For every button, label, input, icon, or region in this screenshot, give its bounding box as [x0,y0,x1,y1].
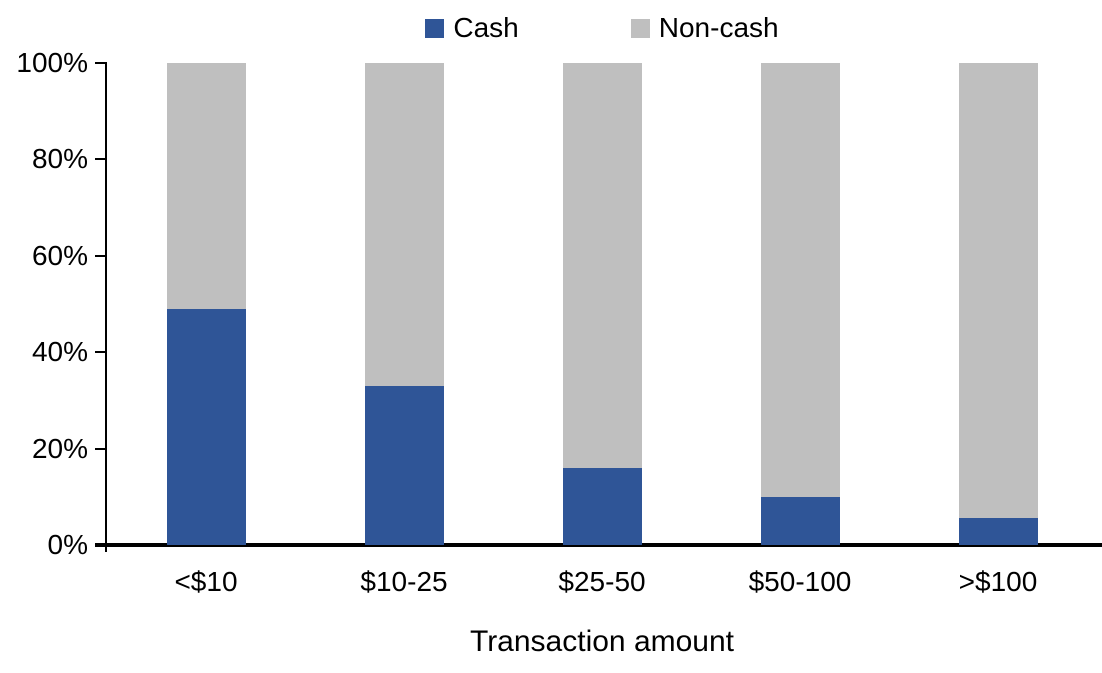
y-tick-label: 20% [31,432,88,464]
y-ticks [95,62,1097,546]
y-tick-mark [95,447,107,450]
legend-item-cash: Cash [425,11,519,45]
y-tick-mark [95,544,107,546]
x-labels-row: <$10 $10-25 $25-50 $50-100 >$100 [107,566,1097,598]
bar-slot [701,63,899,545]
y-axis-labels: 0% 20% 40% 60% 80% 100% [0,0,88,673]
y-axis-line [105,63,107,552]
bar-segment-non-cash [958,63,1038,519]
bar-slot [503,63,701,545]
legend: Cash Non-cash [107,11,1097,45]
x-tick-label: <$10 [174,566,238,597]
y-tick-mark [95,158,107,161]
y-tick-label: 60% [31,239,88,271]
y-tick-label: 100% [16,47,88,78]
bar-slot [107,63,305,545]
bar-segment-cash [166,308,246,545]
x-tick-label: >$100 [958,566,1038,597]
legend-label-cash: Cash [453,12,519,43]
bar-segment-cash [562,467,642,545]
legend-item-non-cash: Non-cash [630,11,779,45]
bar-segment-non-cash [760,63,840,497]
x-tick-label: $50-100 [748,566,852,597]
cash-swatch-icon [425,18,445,38]
x-tick-label: $10-25 [360,566,448,597]
y-tick-label: 0% [47,529,88,560]
x-axis-title: Transaction amount [469,625,735,658]
stacked-bar [364,63,444,545]
stacked-bar [166,63,246,545]
y-tick-label: 40% [31,336,88,368]
y-tick-mark [95,351,107,354]
stacked-bar [958,63,1038,545]
stacked-bar [760,63,840,545]
plot-area [95,62,1097,546]
bar-segment-cash [364,385,444,545]
bar-slot [899,63,1097,545]
bar-segment-non-cash [562,63,642,468]
legend-label-non-cash: Non-cash [658,12,779,43]
x-axis-line [95,543,1102,547]
y-tick-mark [95,254,107,257]
non-cash-swatch-icon [630,18,650,38]
bars-row [107,63,1097,545]
y-tick-label: 80% [31,143,88,175]
x-tick-label: $25-50 [558,566,646,597]
bar-segment-cash [958,518,1038,545]
bar-segment-cash [760,496,840,545]
stacked-bar [562,63,642,545]
bar-segment-non-cash [364,63,444,386]
y-tick-mark [95,62,107,64]
bar-segment-non-cash [166,63,246,309]
bar-slot [305,63,503,545]
